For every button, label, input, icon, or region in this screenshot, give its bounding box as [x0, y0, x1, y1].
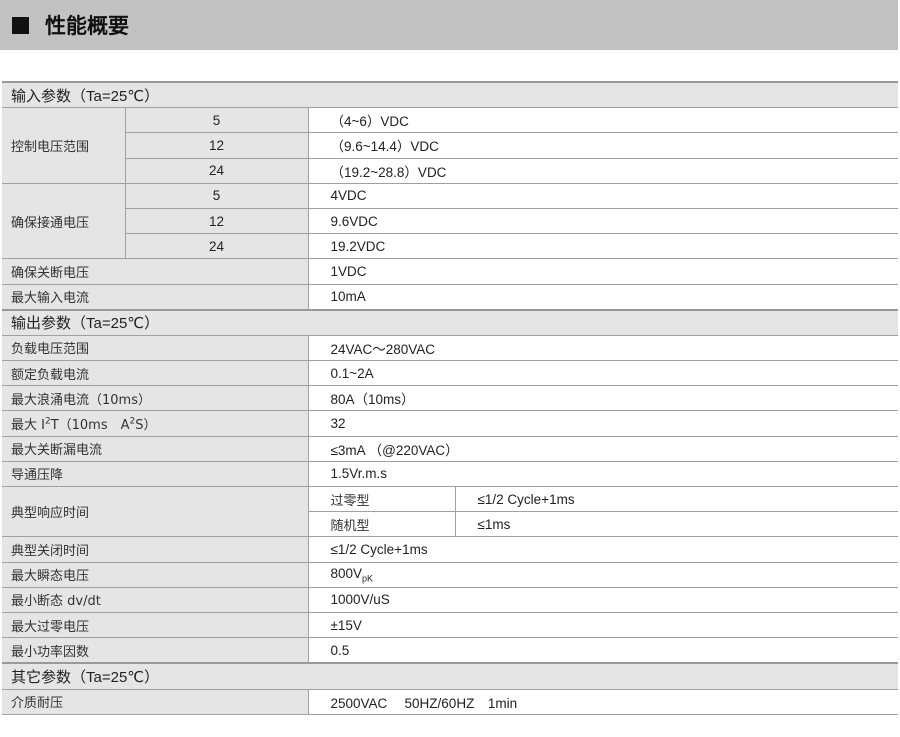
row-label: 确保接通电压 — [2, 182, 126, 260]
table-row: 12 9.6VDC — [2, 207, 898, 235]
table-row: 额定负载电流 0.1~2A — [2, 360, 898, 387]
square-bullet-icon — [12, 16, 29, 34]
value: 1VDC — [308, 258, 898, 285]
section-header: 性能概要 — [0, 0, 898, 50]
row-label: 典型响应时间 — [2, 485, 309, 538]
label-text: 最大 I — [11, 418, 45, 434]
sub-key: 12 — [125, 207, 309, 235]
value: 0.1~2A — [308, 360, 898, 387]
row-label: 典型关闭时间 — [2, 536, 309, 563]
value: ≤1/2 Cycle+1ms — [455, 485, 898, 513]
table-row: 24 19.2VDC — [2, 233, 898, 260]
row-label: 最大关断漏电流 — [2, 435, 309, 462]
section-title-output: 输出参数（Ta=25℃） — [2, 308, 898, 336]
table-row: 负载电压范围 24VAC～280VAC — [2, 334, 898, 362]
table-row: 典型响应时间 过零型 ≤1/2 Cycle+1ms — [2, 485, 898, 538]
row-label: 介质耐压 — [2, 688, 309, 715]
page-title: 性能概要 — [45, 14, 129, 38]
table-row: 最小断态 dv/dt 1000V/uS — [2, 586, 898, 613]
row-label: 导通压降 — [2, 460, 309, 488]
table-row: 确保接通电压 5 4VDC — [2, 182, 898, 260]
row-label: 最大输入电流 — [2, 283, 309, 311]
sub-key: 随机型 — [308, 511, 456, 538]
row-label: 确保关断电压 — [2, 258, 309, 285]
label-text: S） — [135, 418, 157, 434]
value: 4VDC — [308, 182, 898, 209]
label-text: T（10ms A — [50, 418, 130, 434]
table-row: 最大瞬态电压 800VpK — [2, 561, 898, 588]
value: ≤1ms — [455, 511, 898, 538]
row-label: 最小功率因数 — [2, 637, 309, 664]
value: （19.2~28.8）VDC — [308, 157, 898, 184]
table-row: 12 （9.6~14.4）VDC — [2, 132, 898, 159]
table-row: 导通压降 1.5Vr.m.s — [2, 460, 898, 488]
sub-key: 24 — [125, 157, 309, 184]
value: 0.5 — [308, 637, 898, 664]
value: 24VAC～280VAC — [308, 334, 898, 362]
table-row: 最大输入电流 10mA — [2, 283, 898, 311]
value: 80A（10ms） — [308, 385, 898, 412]
row-label: 最大浪涌电流（10ms） — [2, 385, 309, 412]
superscript: 2 — [44, 416, 51, 427]
table-row: 最大 I2T（10ms A2S） 32 — [2, 410, 898, 437]
row-label: 最小断态 dv/dt — [2, 586, 309, 613]
table-row: 典型关闭时间 ≤1/2 Cycle+1ms — [2, 536, 898, 563]
superscript: 2 — [129, 416, 136, 427]
row-label: 控制电压范围 — [2, 107, 126, 184]
table-row: 介质耐压 2500VAC 50HZ/60HZ 1min — [2, 688, 898, 715]
table-row: 最大浪涌电流（10ms） 80A（10ms） — [2, 385, 898, 412]
value: （4~6）VDC — [308, 107, 898, 134]
value: （9.6~14.4）VDC — [308, 132, 898, 159]
table-row: 最大过零电压 ±15V — [2, 611, 898, 639]
value: ±15V — [308, 611, 898, 639]
row-label: 负载电压范围 — [2, 334, 309, 362]
table-row: 最大关断漏电流 ≤3mA （@220VAC） — [2, 435, 898, 462]
value: 10mA — [308, 283, 898, 311]
table-row: 确保关断电压 1VDC — [2, 258, 898, 285]
value: 1.5Vr.m.s — [308, 460, 898, 488]
row-label: 最大瞬态电压 — [2, 561, 309, 588]
value: 2500VAC 50HZ/60HZ 1min — [308, 688, 898, 715]
section-title-other: 其它参数（Ta=25℃） — [2, 662, 898, 690]
value-text: 800V — [330, 565, 363, 581]
sub-key: 24 — [125, 233, 309, 260]
table-row: 24 （19.2~28.8）VDC — [2, 157, 898, 184]
value: 800VpK — [308, 561, 898, 588]
sub-key: 5 — [125, 107, 309, 134]
row-label: 最大 I2T（10ms A2S） — [2, 410, 309, 437]
row-label: 额定负载电流 — [2, 360, 309, 387]
value: 19.2VDC — [308, 233, 898, 260]
value: ≤3mA （@220VAC） — [308, 435, 898, 462]
value: 9.6VDC — [308, 207, 898, 235]
value: 32 — [308, 410, 898, 437]
table-row: 随机型 ≤1ms — [2, 511, 898, 538]
value: ≤1/2 Cycle+1ms — [308, 536, 898, 563]
sub-key: 12 — [125, 132, 309, 159]
subscript: pK — [362, 573, 374, 584]
sub-key: 5 — [125, 182, 309, 209]
table-row: 控制电压范围 5 （4~6）VDC — [2, 107, 898, 184]
value: 1000V/uS — [308, 586, 898, 613]
row-label: 最大过零电压 — [2, 611, 309, 639]
table-row: 最小功率因数 0.5 — [2, 637, 898, 664]
section-title-input: 输入参数（Ta=25℃） — [2, 81, 898, 109]
spec-table: 输入参数（Ta=25℃） 控制电压范围 5 （4~6）VDC 12 （9.6~1… — [2, 81, 898, 715]
sub-key: 过零型 — [308, 485, 456, 513]
